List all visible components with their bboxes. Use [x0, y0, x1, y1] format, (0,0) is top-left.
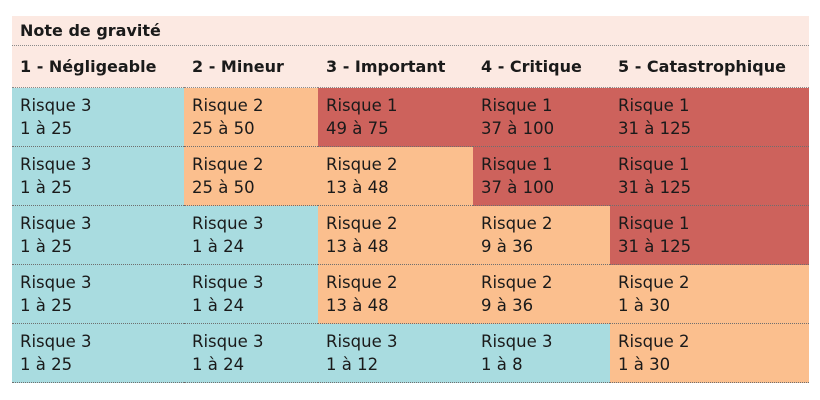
- risk-range: 9 à 36: [481, 237, 534, 256]
- risk-cell: Risque 2 25 à 50: [184, 87, 318, 147]
- column-header: 1 - Négligeable: [12, 46, 184, 88]
- risk-label: Risque 2: [192, 155, 264, 174]
- risk-range: 1 à 12: [326, 355, 379, 374]
- risk-matrix: Note de gravité 1 - Négligeable 2 - Mine…: [12, 16, 809, 383]
- risk-cell: Risque 3 1 à 25: [12, 205, 184, 265]
- risk-label: Risque 3: [326, 332, 398, 351]
- risk-range: 37 à 100: [481, 119, 555, 138]
- risk-range: 1 à 25: [20, 178, 73, 197]
- risk-label: Risque 3: [20, 96, 92, 115]
- risk-label: Risque 1: [481, 155, 553, 174]
- risk-range: 1 à 24: [192, 237, 245, 256]
- risk-label: Risque 1: [481, 96, 553, 115]
- table-row: Risque 3 1 à 25 Risque 3 1 à 24 Risque 3 1 à …: [12, 323, 809, 383]
- risk-label: Risque 2: [618, 332, 690, 351]
- risk-range: 13 à 48: [326, 178, 389, 197]
- risk-label: Risque 3: [20, 214, 92, 233]
- risk-range: 13 à 48: [326, 237, 389, 256]
- column-header: 5 - Catastrophique: [610, 46, 809, 88]
- risk-cell: Risque 1 31 à 125: [610, 87, 809, 147]
- risk-range: 1 à 30: [618, 296, 671, 315]
- risk-range: 9 à 36: [481, 296, 534, 315]
- header-row: 1 - Négligeable 2 - Mineur 3 - Important…: [12, 46, 809, 88]
- risk-cell: Risque 3 1 à 12: [318, 323, 473, 383]
- risk-cell: Risque 3 1 à 25: [12, 87, 184, 147]
- risk-range: 1 à 25: [20, 119, 73, 138]
- risk-label: Risque 2: [481, 214, 553, 233]
- risk-label: Risque 2: [326, 155, 398, 174]
- risk-range: 1 à 25: [20, 237, 73, 256]
- table-row: Risque 3 1 à 25 Risque 3 1 à 24 Risque 2 13 à…: [12, 264, 809, 324]
- risk-label: Risque 2: [326, 273, 398, 292]
- risk-label: Risque 1: [326, 96, 398, 115]
- matrix-body: Risque 3 1 à 25 Risque 2 25 à 50 Risque 1 49 …: [12, 87, 809, 383]
- risk-label: Risque 2: [192, 96, 264, 115]
- risk-cell: Risque 2 25 à 50: [184, 146, 318, 206]
- risk-cell: Risque 3 1 à 25: [12, 323, 184, 383]
- risk-cell: Risque 2 9 à 36: [473, 264, 610, 324]
- risk-label: Risque 1: [618, 96, 690, 115]
- risk-label: Risque 3: [20, 155, 92, 174]
- risk-cell: Risque 3 1 à 25: [12, 146, 184, 206]
- risk-cell: Risque 2 13 à 48: [318, 205, 473, 265]
- risk-range: 1 à 24: [192, 296, 245, 315]
- risk-range: 1 à 25: [20, 296, 73, 315]
- risk-cell: Risque 1 31 à 125: [610, 146, 809, 206]
- risk-cell: Risque 1 37 à 100: [473, 146, 610, 206]
- risk-cell: Risque 3 1 à 24: [184, 323, 318, 383]
- risk-range: 31 à 125: [618, 119, 692, 138]
- risk-label: Risque 2: [326, 214, 398, 233]
- risk-cell: Risque 2 9 à 36: [473, 205, 610, 265]
- risk-cell: Risque 1 49 à 75: [318, 87, 473, 147]
- risk-range: 1 à 8: [481, 355, 523, 374]
- risk-range: 13 à 48: [326, 296, 389, 315]
- table-row: Risque 3 1 à 25 Risque 3 1 à 24 Risque 2 13 à…: [12, 205, 809, 265]
- column-header: 2 - Mineur: [184, 46, 318, 88]
- risk-label: Risque 1: [618, 155, 690, 174]
- risk-range: 37 à 100: [481, 178, 555, 197]
- risk-label: Risque 3: [192, 214, 264, 233]
- risk-range: 25 à 50: [192, 119, 255, 138]
- risk-range: 1 à 24: [192, 355, 245, 374]
- risk-cell: Risque 3 1 à 25: [12, 264, 184, 324]
- risk-label: Risque 3: [192, 332, 264, 351]
- risk-cell: Risque 2 1 à 30: [610, 323, 809, 383]
- risk-range: 31 à 125: [618, 178, 692, 197]
- column-header: 4 - Critique: [473, 46, 610, 88]
- risk-cell: Risque 1 31 à 125: [610, 205, 809, 265]
- risk-label: Risque 3: [481, 332, 553, 351]
- risk-range: 31 à 125: [618, 237, 692, 256]
- risk-cell: Risque 2 13 à 48: [318, 264, 473, 324]
- risk-cell: Risque 2 1 à 30: [610, 264, 809, 324]
- risk-label: Risque 3: [20, 332, 92, 351]
- risk-cell: Risque 1 37 à 100: [473, 87, 610, 147]
- risk-label: Risque 2: [481, 273, 553, 292]
- risk-table: 1 - Négligeable 2 - Mineur 3 - Important…: [12, 46, 809, 383]
- risk-label: Risque 2: [618, 273, 690, 292]
- risk-cell: Risque 3 1 à 24: [184, 264, 318, 324]
- table-row: Risque 3 1 à 25 Risque 2 25 à 50 Risque 2 13 …: [12, 146, 809, 206]
- risk-cell: Risque 3 1 à 24: [184, 205, 318, 265]
- risk-label: Risque 1: [618, 214, 690, 233]
- risk-range: 25 à 50: [192, 178, 255, 197]
- risk-range: 1 à 25: [20, 355, 73, 374]
- risk-cell: Risque 3 1 à 8: [473, 323, 610, 383]
- risk-cell: Risque 2 13 à 48: [318, 146, 473, 206]
- risk-label: Risque 3: [192, 273, 264, 292]
- table-row: Risque 3 1 à 25 Risque 2 25 à 50 Risque 1 49 …: [12, 87, 809, 147]
- risk-range: 49 à 75: [326, 119, 389, 138]
- risk-label: Risque 3: [20, 273, 92, 292]
- risk-range: 1 à 30: [618, 355, 671, 374]
- column-header: 3 - Important: [318, 46, 473, 88]
- table-title: Note de gravité: [12, 16, 809, 46]
